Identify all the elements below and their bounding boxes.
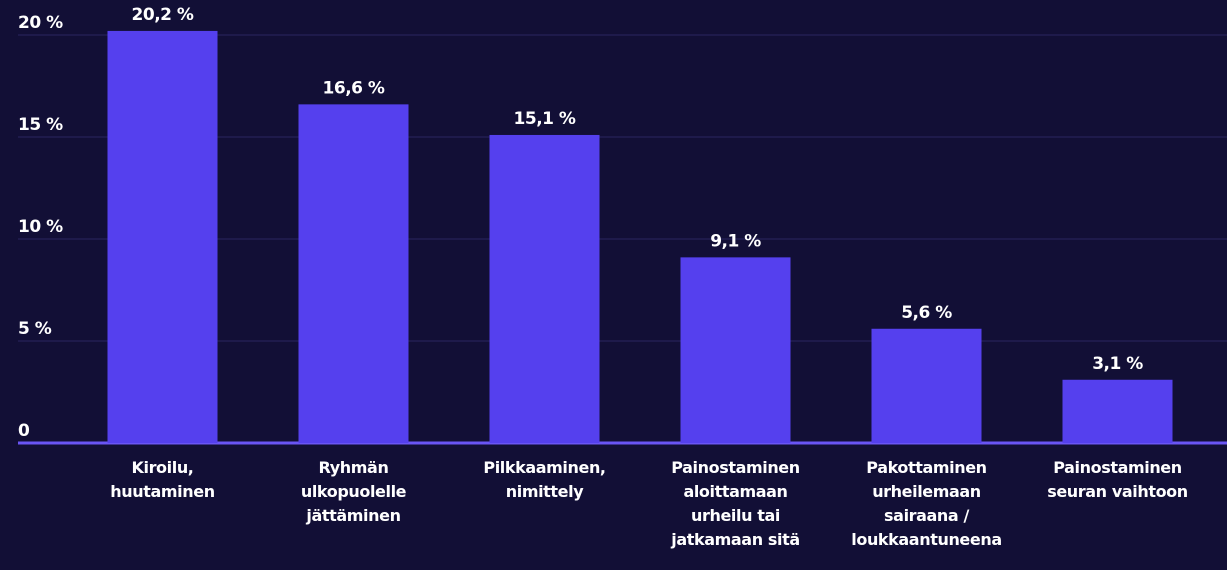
bar — [680, 257, 791, 443]
y-tick-label: 0 — [18, 421, 30, 441]
bar — [107, 30, 218, 443]
x-tick-label: Kiroilu, huutaminen — [110, 458, 215, 501]
x-tick-label: Pakottaminen urheilemaan sairaana / louk… — [851, 458, 1002, 549]
y-tick-label: 20 % — [18, 13, 63, 33]
bar — [871, 328, 982, 443]
x-tick-label: Painostaminen aloittamaan urheilu tai ja… — [671, 458, 800, 549]
value-label: 9,1 % — [710, 231, 761, 251]
value-label: 5,6 % — [901, 303, 952, 323]
value-label: 3,1 % — [1092, 354, 1143, 374]
y-tick-label: 10 % — [18, 217, 63, 237]
x-tick-label: Pilkkaaminen, nimittely — [483, 458, 606, 501]
x-tick-label: Painostaminen seuran vaihtoon — [1047, 458, 1188, 501]
y-tick-label: 15 % — [18, 115, 63, 135]
bar — [489, 134, 600, 443]
value-label: 16,6 % — [323, 78, 385, 98]
value-label: 15,1 % — [514, 109, 576, 129]
y-tick-label: 5 % — [18, 319, 52, 339]
bar — [298, 104, 409, 444]
value-label: 20,2 % — [132, 5, 194, 25]
x-tick-label: Ryhmän ulkopuolelle jättäminen — [300, 458, 407, 525]
bar — [1062, 379, 1173, 443]
